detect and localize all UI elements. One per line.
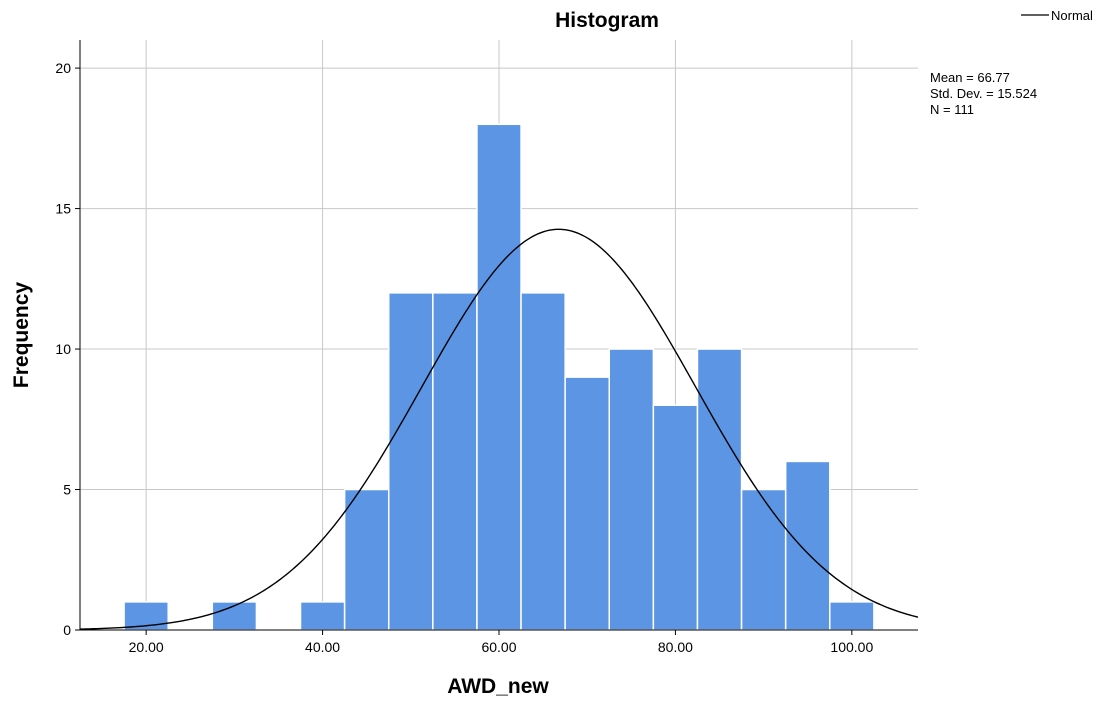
bars: [123, 123, 875, 631]
x-tick-label: 20.00: [129, 639, 164, 655]
histogram-bar: [476, 123, 522, 631]
chart-title: Histogram: [555, 9, 659, 32]
y-tick-label: 0: [63, 622, 71, 638]
y-tick-label: 20: [55, 60, 71, 76]
y-tick-label: 5: [63, 482, 71, 498]
x-tick-label: 60.00: [481, 639, 516, 655]
histogram-bar: [740, 488, 787, 631]
x-tick-label: 40.00: [305, 639, 340, 655]
x-tick-label: 100.00: [830, 639, 873, 655]
y-tick-label: 15: [55, 201, 71, 217]
histogram-bar: [652, 404, 699, 631]
histogram-bar: [608, 348, 655, 631]
histogram-bar: [343, 488, 390, 631]
legend-label: Normal: [1051, 8, 1093, 23]
normal-curve: [79, 228, 919, 630]
histogram-bar: [432, 292, 478, 631]
tick-labels: 20.00 40.00 60.00 80.00 100.00 0 5 10 15 20: [55, 60, 873, 655]
y-axis-title: Frequency: [10, 282, 33, 389]
stat-n: N = 111: [930, 102, 974, 117]
x-tick-label: 80.00: [658, 639, 693, 655]
stats-box: Mean = 66.77 Std. Dev. = 15.524 N = 111: [930, 70, 1037, 117]
stat-mean: Mean = 66.77: [930, 70, 1010, 85]
histogram-bar: [829, 601, 875, 631]
histogram-bar: [299, 601, 346, 631]
histogram-bar: [520, 292, 566, 631]
histogram-bar: [696, 348, 743, 631]
histogram-bar: [211, 601, 258, 631]
y-tick-label: 10: [55, 341, 71, 357]
legend: Normal: [1021, 8, 1093, 23]
histogram-bar: [387, 292, 434, 631]
x-axis-title: AWD_new: [447, 675, 549, 698]
histogram-bar: [784, 460, 831, 631]
stat-std-dev: Std. Dev. = 15.524: [930, 86, 1037, 101]
histogram-bar: [564, 376, 611, 631]
